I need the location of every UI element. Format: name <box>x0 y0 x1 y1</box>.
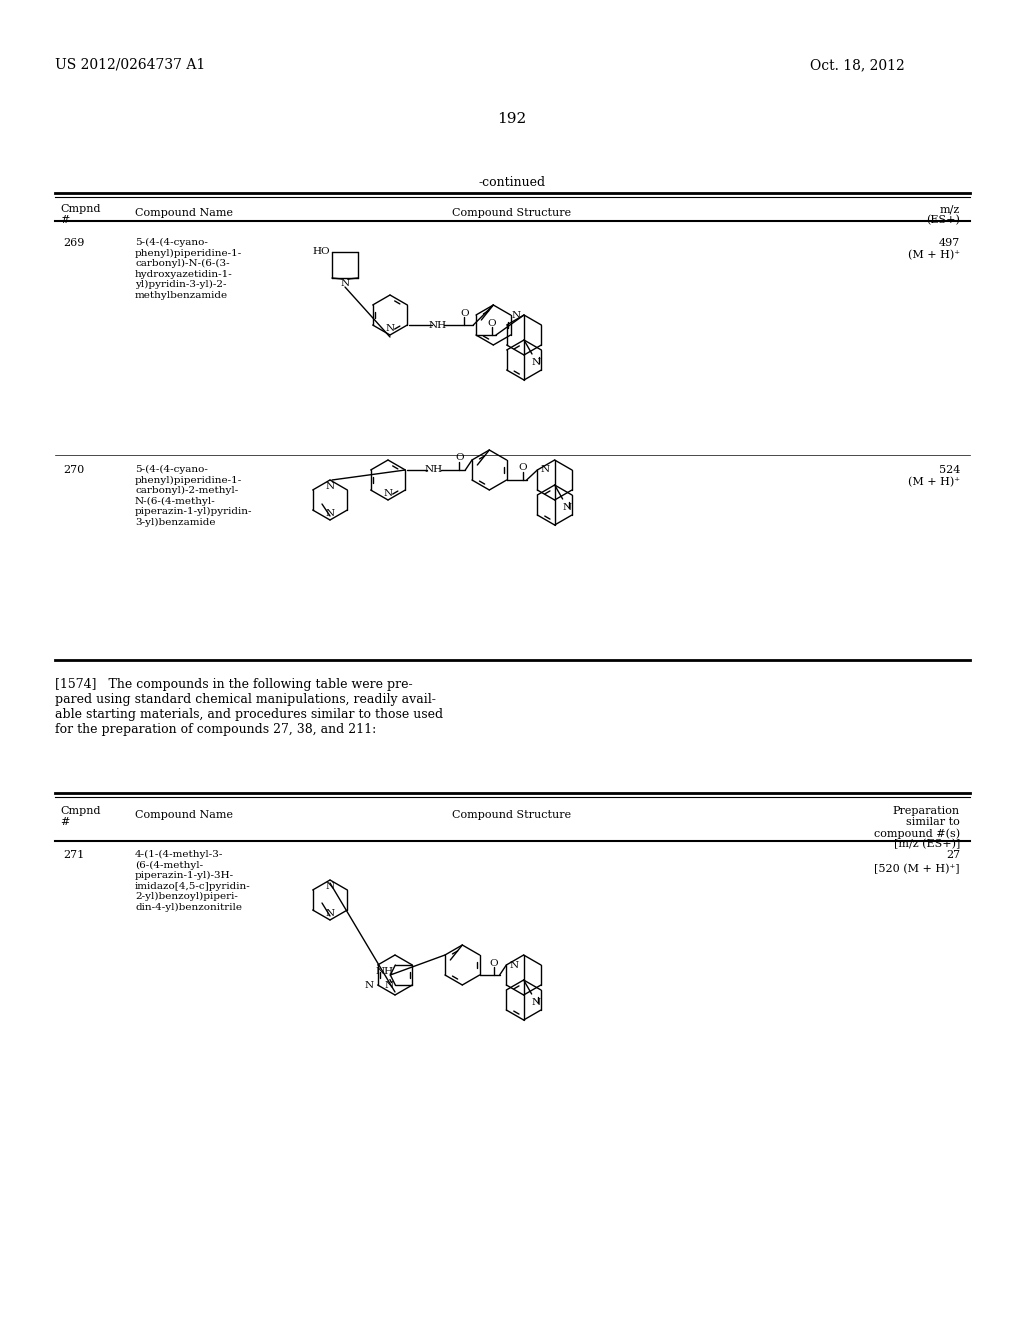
Text: 271: 271 <box>63 850 84 861</box>
Text: 270: 270 <box>63 465 84 475</box>
Text: N: N <box>326 882 335 891</box>
Text: 269: 269 <box>63 238 84 248</box>
Text: N: N <box>365 981 374 990</box>
Text: O: O <box>518 463 527 473</box>
Text: N: N <box>384 981 393 990</box>
Text: Preparation: Preparation <box>893 807 961 816</box>
Text: #: # <box>60 817 70 828</box>
Text: N: N <box>509 961 518 969</box>
Text: 524: 524 <box>939 465 961 475</box>
Text: [m/z (ES+)]: [m/z (ES+)] <box>894 840 961 849</box>
Text: m/z: m/z <box>940 205 961 214</box>
Text: (M + H)⁺: (M + H)⁺ <box>908 477 961 487</box>
Text: 5-(4-(4-cyano-
phenyl)piperidine-1-
carbonyl)-2-methyl-
N-(6-(4-methyl-
piperazi: 5-(4-(4-cyano- phenyl)piperidine-1- carb… <box>135 465 253 527</box>
Text: N: N <box>512 310 521 319</box>
Text: Compound Structure: Compound Structure <box>453 810 571 820</box>
Text: N: N <box>383 488 392 498</box>
Text: HO: HO <box>312 248 330 256</box>
Text: similar to: similar to <box>906 817 961 828</box>
Text: O: O <box>487 318 497 327</box>
Text: NH: NH <box>375 968 393 975</box>
Text: Compound Name: Compound Name <box>135 810 233 820</box>
Text: N: N <box>531 998 541 1007</box>
Text: 5-(4-(4-cyano-
phenyl)piperidine-1-
carbonyl)-N-(6-(3-
hydroxyazetidin-1-
yl)pyr: 5-(4-(4-cyano- phenyl)piperidine-1- carb… <box>135 238 243 300</box>
Text: -continued: -continued <box>478 176 546 189</box>
Text: Oct. 18, 2012: Oct. 18, 2012 <box>810 58 905 73</box>
Text: NH: NH <box>424 466 442 474</box>
Text: N: N <box>385 323 394 333</box>
Text: [520 (M + H)⁺]: [520 (M + H)⁺] <box>874 865 961 874</box>
Text: O: O <box>460 309 469 318</box>
Text: N: N <box>562 503 571 512</box>
Text: (M + H)⁺: (M + H)⁺ <box>908 249 961 260</box>
Text: 27: 27 <box>946 850 961 861</box>
Text: Compound Name: Compound Name <box>135 209 233 218</box>
Text: Cmpnd: Cmpnd <box>60 205 100 214</box>
Text: N: N <box>326 909 335 917</box>
Text: Cmpnd: Cmpnd <box>60 807 100 816</box>
Text: N: N <box>326 482 335 491</box>
Text: N: N <box>326 510 335 517</box>
Text: O: O <box>489 958 498 968</box>
Text: (ES+): (ES+) <box>926 215 961 226</box>
Text: NH: NH <box>428 321 446 330</box>
Text: [1574]   The compounds in the following table were pre-
pared using standard che: [1574] The compounds in the following ta… <box>55 678 443 737</box>
Text: US 2012/0264737 A1: US 2012/0264737 A1 <box>55 58 205 73</box>
Text: 497: 497 <box>939 238 961 248</box>
Text: O: O <box>455 454 464 462</box>
Text: N: N <box>541 466 550 474</box>
Text: compound #(s): compound #(s) <box>873 828 961 838</box>
Text: N: N <box>531 358 541 367</box>
Text: #: # <box>60 215 70 224</box>
Text: 4-(1-(4-methyl-3-
(6-(4-methyl-
piperazin-1-yl)-3H-
imidazo[4,5-c]pyridin-
2-yl): 4-(1-(4-methyl-3- (6-(4-methyl- piperazi… <box>135 850 251 912</box>
Text: 192: 192 <box>498 112 526 125</box>
Text: N: N <box>340 279 349 288</box>
Text: Compound Structure: Compound Structure <box>453 209 571 218</box>
